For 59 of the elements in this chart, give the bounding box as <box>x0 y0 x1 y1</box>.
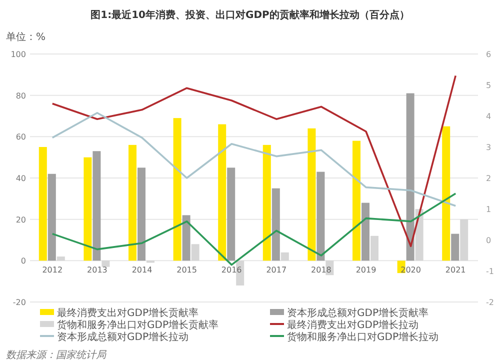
bar <box>48 174 56 261</box>
chart-title: 图1:最近10年消费、投资、出口对GDP的贡献率和增长拉动（百分点） <box>90 9 410 21</box>
x-tick-label: 2013 <box>87 266 108 275</box>
y-tick-label: 80 <box>16 91 26 100</box>
legend-label: 货物和服务净出口对GDP增长拉动 <box>287 331 438 343</box>
bar <box>308 128 316 261</box>
y2-tick-label: -1 <box>486 267 494 276</box>
x-tick-label: 2012 <box>42 266 63 275</box>
bar <box>173 118 182 261</box>
bar <box>272 188 280 261</box>
legend-label: 最终消费支出对GDP增长拉动 <box>287 319 418 331</box>
y-tick-label: -20 <box>12 298 26 307</box>
bar <box>92 151 101 261</box>
x-tick-label: 2017 <box>266 266 287 275</box>
bar <box>262 144 271 261</box>
y2-tick-label: 1 <box>486 205 492 214</box>
x-tick-label: 2019 <box>356 266 376 275</box>
bar <box>362 202 370 261</box>
x-tick-label: 2018 <box>311 266 332 275</box>
bar <box>280 252 289 261</box>
x-tick-label: 2015 <box>176 266 197 275</box>
legend-label: 最终消费支出对GDP增长贡献率 <box>57 307 198 319</box>
y-tick-label: 0 <box>20 256 26 266</box>
x-tick-label: 2014 <box>132 266 152 275</box>
x-tick-label: 2016 <box>221 266 242 275</box>
y2-tick-label: 4 <box>486 112 492 121</box>
bar <box>218 124 226 261</box>
bar <box>191 244 200 261</box>
bar <box>38 147 47 261</box>
bar <box>102 260 110 267</box>
bar <box>460 219 468 261</box>
y-axis-title: 单位：% <box>6 31 46 43</box>
legend-label: 资本形成总额对GDP增长拉动 <box>57 331 188 343</box>
y2-tick-label: 2 <box>486 174 492 183</box>
y2-tick-label: 5 <box>486 81 492 90</box>
bar <box>451 234 460 261</box>
bar <box>370 236 378 261</box>
bar <box>84 157 92 261</box>
y-tick-label: 60 <box>16 132 26 142</box>
legend-label: 货物和服务净出口对GDP增长贡献率 <box>57 319 218 331</box>
bar <box>442 126 450 261</box>
y-tick-label: 100 <box>10 50 26 59</box>
y-tick-label: 20 <box>16 215 26 224</box>
bar <box>406 93 414 261</box>
y-tick-label: 40 <box>16 174 26 183</box>
bar <box>352 140 360 261</box>
y2-tick-label: -2 <box>486 298 494 307</box>
bar <box>56 256 65 261</box>
y2-tick-label: 3 <box>486 143 492 152</box>
bar <box>138 168 146 261</box>
bar <box>227 168 236 261</box>
legend-label: 资本形成总额对GDP增长贡献率 <box>287 307 428 319</box>
y2-tick-label: 6 <box>486 50 492 59</box>
y2-tick-label: 0 <box>486 236 492 245</box>
x-tick-label: 2021 <box>445 266 466 275</box>
bar <box>182 215 190 261</box>
bar <box>316 172 325 261</box>
source-note: 数据来源：国家统计局 <box>6 349 107 361</box>
bar <box>128 144 136 261</box>
